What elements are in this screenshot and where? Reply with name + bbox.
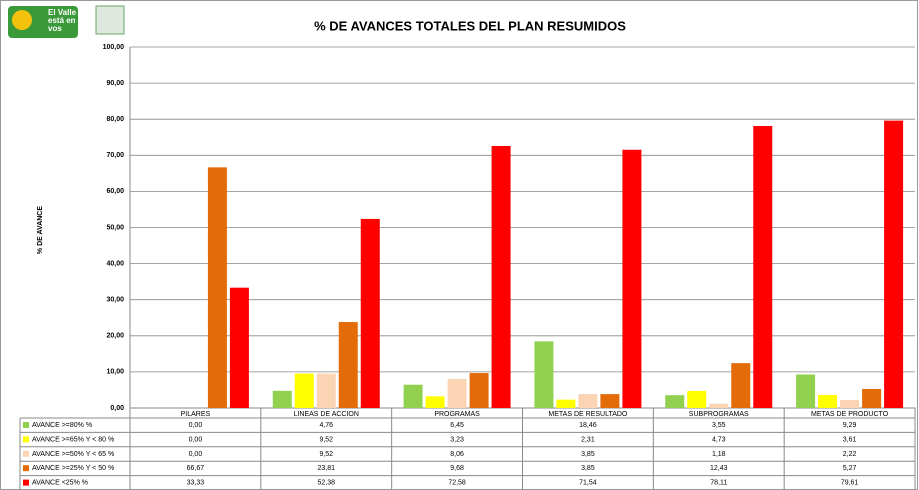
- bar: [425, 396, 445, 408]
- data-label: 9,52: [319, 436, 333, 443]
- data-label: 9,52: [319, 451, 333, 458]
- data-label: 9,68: [450, 465, 464, 472]
- data-label: 12,43: [710, 465, 728, 472]
- bar: [491, 145, 511, 408]
- bar: [600, 394, 620, 408]
- bar: [818, 394, 838, 408]
- data-label: 5,27: [843, 465, 857, 472]
- legend-label: AVANCE >=50% Y < 65 %: [32, 451, 114, 458]
- y-tick-label: 60,00: [106, 188, 124, 195]
- y-tick-label: 0,00: [110, 405, 124, 412]
- data-label: 78,11: [710, 480, 727, 487]
- y-tick-label: 20,00: [106, 333, 124, 340]
- bar: [731, 363, 751, 408]
- y-tick-label: 70,00: [106, 152, 124, 159]
- bar: [840, 399, 860, 408]
- bar: [534, 341, 554, 408]
- x-tick-label: LINEAS DE ACCION: [294, 411, 359, 418]
- bar: [665, 395, 685, 408]
- y-axis-label: % DE AVANCE: [37, 206, 44, 254]
- bar: [622, 149, 642, 408]
- logo-text: El Valle: [48, 8, 77, 17]
- bar: [338, 322, 358, 408]
- data-label: 8,06: [450, 451, 464, 458]
- bar: [884, 120, 904, 408]
- bar: [229, 287, 249, 408]
- legend-swatch: [23, 436, 29, 443]
- data-label: 0,00: [189, 451, 203, 458]
- data-label: 4,73: [712, 436, 726, 443]
- bar: [556, 399, 576, 408]
- bar: [447, 378, 467, 408]
- data-label: 3,85: [581, 465, 595, 472]
- legend-label: AVANCE >=65% Y < 80 %: [32, 436, 114, 443]
- bar: [687, 390, 707, 408]
- data-label: 3,55: [712, 422, 726, 429]
- bar: [753, 126, 773, 409]
- legend-label: AVANCE <25% %: [32, 480, 88, 487]
- data-label: 3,23: [450, 436, 464, 443]
- data-label: 18,46: [579, 422, 597, 429]
- legend-swatch: [23, 450, 29, 457]
- y-tick-label: 100,00: [103, 44, 125, 51]
- bar: [272, 390, 292, 408]
- x-tick-label: PROGRAMAS: [434, 411, 480, 418]
- y-tick-label: 10,00: [106, 369, 124, 376]
- data-label: 23,81: [317, 465, 335, 472]
- x-tick-label: METAS DE RESULTADO: [548, 411, 628, 418]
- x-tick-label: SUBPROGRAMAS: [689, 411, 749, 418]
- x-tick-label: PILARES: [181, 411, 211, 418]
- bar: [709, 403, 729, 408]
- logo-text: está en: [48, 16, 76, 25]
- x-tick-label: METAS DE PRODUCTO: [811, 411, 889, 418]
- logo: El Valle está en vos: [8, 5, 125, 38]
- bar: [578, 394, 598, 408]
- y-tick-label: 90,00: [106, 80, 124, 87]
- data-label: 66,67: [187, 465, 205, 472]
- legend-label: AVANCE >=80% %: [32, 422, 92, 429]
- bar: [360, 218, 380, 408]
- y-tick-label: 50,00: [106, 224, 124, 231]
- logo-crest: [95, 5, 125, 35]
- data-label: 9,29: [843, 422, 857, 429]
- data-label: 6,45: [450, 422, 464, 429]
- legend-label: AVANCE >=25% Y < 50 %: [32, 465, 114, 472]
- data-label: 2,22: [843, 451, 857, 458]
- legend-swatch: [23, 465, 29, 472]
- legend-swatch: [23, 479, 29, 486]
- data-label: 4,76: [319, 422, 333, 429]
- data-label: 2,31: [581, 436, 595, 443]
- legend-swatch: [23, 422, 29, 428]
- bar: [862, 388, 882, 408]
- y-tick-label: 30,00: [106, 297, 124, 304]
- y-tick-label: 40,00: [106, 260, 124, 267]
- data-label: 72,58: [448, 480, 466, 487]
- data-label: 79,61: [841, 480, 859, 487]
- data-label: 0,00: [189, 436, 203, 443]
- data-label: 3,85: [581, 451, 595, 458]
- bar: [796, 374, 816, 408]
- logo-sun: [12, 10, 32, 30]
- data-label: 1,18: [712, 451, 726, 458]
- y-tick-label: 80,00: [106, 116, 124, 123]
- data-label: 0,00: [189, 422, 203, 429]
- data-label: 52,38: [317, 480, 335, 487]
- bar: [207, 167, 227, 408]
- data-label: 71,54: [579, 480, 597, 487]
- data-label: 3,61: [843, 436, 857, 443]
- bar: [403, 384, 423, 408]
- data-label: 33,33: [187, 480, 205, 487]
- logo-text: vos: [48, 24, 62, 33]
- bar: [316, 373, 336, 408]
- bar: [469, 373, 489, 408]
- chart-title: % DE AVANCES TOTALES DEL PLAN RESUMIDOS: [314, 18, 626, 33]
- bar: [294, 373, 314, 408]
